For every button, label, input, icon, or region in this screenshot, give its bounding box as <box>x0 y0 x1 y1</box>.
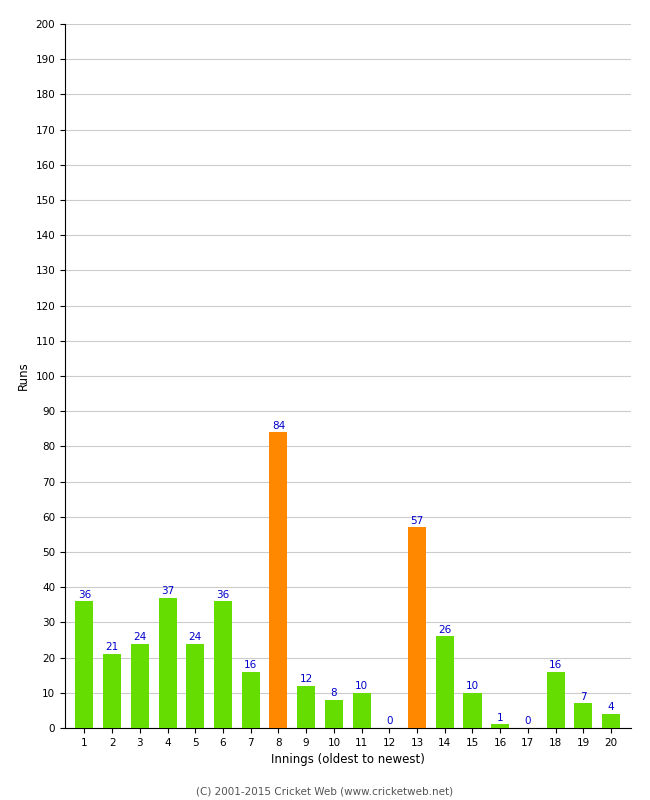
Text: 36: 36 <box>216 590 229 599</box>
Text: 10: 10 <box>466 681 479 691</box>
Bar <box>75 602 94 728</box>
Bar <box>187 643 204 728</box>
Text: 84: 84 <box>272 421 285 430</box>
Text: 10: 10 <box>355 681 368 691</box>
Bar <box>131 643 149 728</box>
Bar <box>270 432 287 728</box>
Text: 37: 37 <box>161 586 174 596</box>
Text: 8: 8 <box>331 688 337 698</box>
Text: 4: 4 <box>608 702 614 712</box>
Text: 0: 0 <box>386 716 393 726</box>
Text: 12: 12 <box>300 674 313 684</box>
Bar <box>214 602 232 728</box>
Bar <box>242 672 260 728</box>
Y-axis label: Runs: Runs <box>17 362 30 390</box>
Text: 24: 24 <box>188 632 202 642</box>
Text: (C) 2001-2015 Cricket Web (www.cricketweb.net): (C) 2001-2015 Cricket Web (www.cricketwe… <box>196 786 454 796</box>
Text: 57: 57 <box>410 516 424 526</box>
Text: 16: 16 <box>549 660 562 670</box>
Bar <box>352 693 370 728</box>
Text: 26: 26 <box>438 625 451 634</box>
Bar <box>436 637 454 728</box>
Text: 16: 16 <box>244 660 257 670</box>
Bar <box>159 598 177 728</box>
Bar <box>575 703 592 728</box>
Text: 36: 36 <box>78 590 91 599</box>
Text: 21: 21 <box>105 642 119 652</box>
Bar <box>408 527 426 728</box>
Text: 1: 1 <box>497 713 504 722</box>
Bar <box>491 725 509 728</box>
Bar <box>547 672 565 728</box>
Text: 7: 7 <box>580 691 587 702</box>
Bar <box>325 700 343 728</box>
Bar <box>602 714 620 728</box>
Bar <box>103 654 121 728</box>
X-axis label: Innings (oldest to newest): Innings (oldest to newest) <box>271 754 424 766</box>
Bar <box>463 693 482 728</box>
Text: 24: 24 <box>133 632 146 642</box>
Bar <box>297 686 315 728</box>
Text: 0: 0 <box>525 716 531 726</box>
